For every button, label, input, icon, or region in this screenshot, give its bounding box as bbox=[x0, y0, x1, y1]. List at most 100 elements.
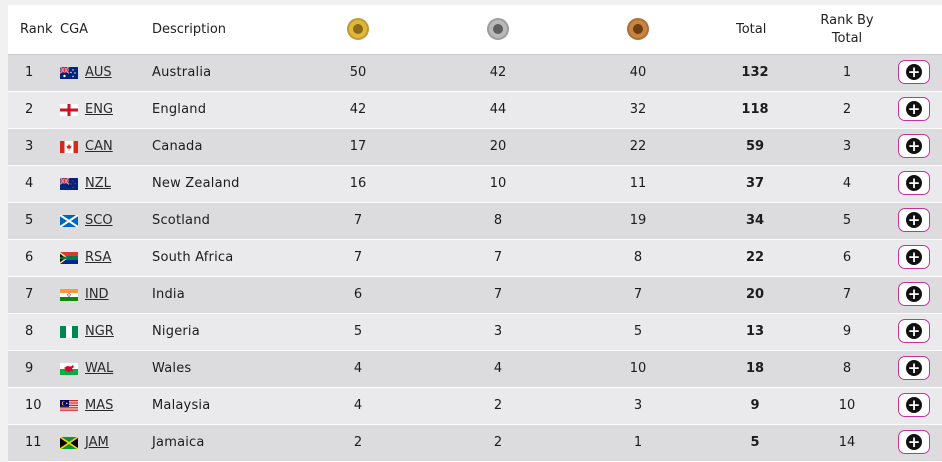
bronze-count: 22 bbox=[629, 139, 647, 154]
table-row: 1 AUS Australia 50 42 40 132 1 + bbox=[8, 55, 942, 92]
silver-count: 3 bbox=[493, 324, 503, 339]
description-cell: South Africa bbox=[152, 250, 234, 265]
south-africa-flag-icon bbox=[60, 252, 78, 264]
header-rank-by-total-line1: Rank By bbox=[820, 13, 874, 28]
expand-row-button[interactable]: + bbox=[898, 319, 930, 343]
canada-flag-icon bbox=[60, 141, 78, 153]
description-cell: England bbox=[152, 102, 207, 117]
expand-row-button[interactable]: + bbox=[898, 171, 930, 195]
description-cell: Wales bbox=[152, 361, 192, 376]
plus-circle-icon: + bbox=[906, 396, 922, 414]
cga-code-link[interactable]: MAS bbox=[85, 398, 114, 413]
gold-count: 16 bbox=[349, 176, 367, 191]
total-count: 20 bbox=[745, 287, 765, 302]
table-body: 1 AUS Australia 50 42 40 132 1 +2 ENG England 42 44 3… bbox=[8, 55, 942, 462]
header-description: Description bbox=[152, 22, 227, 37]
total-count: 118 bbox=[741, 102, 769, 117]
gold-count: 6 bbox=[353, 287, 363, 302]
gold-medal-icon bbox=[347, 18, 369, 40]
plus-circle-icon: + bbox=[906, 359, 922, 377]
cga-code-link[interactable]: AUS bbox=[85, 65, 112, 80]
bronze-count: 5 bbox=[633, 324, 643, 339]
bronze-count: 10 bbox=[629, 361, 647, 376]
rank-by-total-cell: 6 bbox=[842, 250, 852, 265]
total-count: 37 bbox=[745, 176, 765, 191]
gold-count: 5 bbox=[353, 324, 363, 339]
description-cell: Australia bbox=[152, 65, 212, 80]
plus-circle-icon: + bbox=[906, 211, 922, 229]
rank-by-total-cell: 5 bbox=[842, 213, 852, 228]
expand-row-button[interactable]: + bbox=[898, 208, 930, 232]
bronze-count: 7 bbox=[633, 287, 643, 302]
gold-count: 42 bbox=[349, 102, 367, 117]
rank-cell: 4 bbox=[25, 176, 34, 191]
rank-cell: 8 bbox=[25, 324, 34, 339]
description-cell: Jamaica bbox=[152, 435, 205, 450]
rank-cell: 6 bbox=[25, 250, 34, 265]
expand-row-button[interactable]: + bbox=[898, 97, 930, 121]
total-count: 132 bbox=[741, 65, 769, 80]
expand-row-button[interactable]: + bbox=[898, 60, 930, 84]
expand-row-button[interactable]: + bbox=[898, 134, 930, 158]
rank-by-total-cell: 2 bbox=[842, 102, 852, 117]
expand-row-button[interactable]: + bbox=[898, 245, 930, 269]
gold-count: 7 bbox=[353, 213, 363, 228]
cga-code-link[interactable]: IND bbox=[85, 287, 109, 302]
expand-row-button[interactable]: + bbox=[898, 356, 930, 380]
bronze-count: 40 bbox=[629, 65, 647, 80]
total-count: 9 bbox=[750, 398, 760, 413]
gold-count: 50 bbox=[349, 65, 367, 80]
cga-code-link[interactable]: ENG bbox=[85, 102, 114, 117]
rank-cell: 11 bbox=[25, 435, 42, 450]
table-row: 11 JAM Jamaica 2 2 1 5 14 + bbox=[8, 425, 942, 462]
table-row: 7 IND India 6 7 7 20 7 + bbox=[8, 277, 942, 314]
expand-row-button[interactable]: + bbox=[898, 282, 930, 306]
total-count: 59 bbox=[745, 139, 765, 154]
gold-count: 4 bbox=[353, 361, 363, 376]
bronze-count: 32 bbox=[629, 102, 647, 117]
plus-circle-icon: + bbox=[906, 63, 922, 81]
silver-medal-icon bbox=[487, 18, 509, 40]
table-row: 6 RSA South Africa 7 7 8 22 6 + bbox=[8, 240, 942, 277]
silver-count: 42 bbox=[489, 65, 507, 80]
silver-count: 7 bbox=[493, 287, 503, 302]
total-count: 34 bbox=[745, 213, 765, 228]
rank-cell: 5 bbox=[25, 213, 34, 228]
england-flag-icon bbox=[60, 104, 78, 116]
cga-code-link[interactable]: CAN bbox=[85, 139, 113, 154]
silver-count: 10 bbox=[489, 176, 507, 191]
table-row: 8 NGR Nigeria 5 3 5 13 9 + bbox=[8, 314, 942, 351]
description-cell: Scotland bbox=[152, 213, 211, 228]
bronze-count: 3 bbox=[633, 398, 643, 413]
expand-row-button[interactable]: + bbox=[898, 393, 930, 417]
rank-by-total-cell: 1 bbox=[842, 65, 852, 80]
silver-count: 4 bbox=[493, 361, 503, 376]
silver-count: 8 bbox=[493, 213, 503, 228]
description-cell: New Zealand bbox=[152, 176, 240, 191]
table-header: Rank CGA Description Total Rank By Total bbox=[8, 5, 942, 55]
description-cell: Canada bbox=[152, 139, 203, 154]
cga-code-link[interactable]: NGR bbox=[85, 324, 114, 339]
total-count: 18 bbox=[745, 361, 765, 376]
bronze-count: 11 bbox=[629, 176, 647, 191]
cga-code-link[interactable]: WAL bbox=[85, 361, 114, 376]
rank-cell: 7 bbox=[25, 287, 34, 302]
cga-code-link[interactable]: SCO bbox=[85, 213, 113, 228]
total-count: 5 bbox=[750, 435, 760, 450]
plus-circle-icon: + bbox=[906, 322, 922, 340]
expand-row-button[interactable]: + bbox=[898, 430, 930, 454]
total-count: 22 bbox=[745, 250, 765, 265]
description-cell: Nigeria bbox=[152, 324, 200, 339]
cga-code-link[interactable]: NZL bbox=[85, 176, 111, 191]
medal-table: Rank CGA Description Total Rank By Total… bbox=[8, 5, 942, 462]
rank-cell: 10 bbox=[25, 398, 42, 413]
plus-circle-icon: + bbox=[906, 248, 922, 266]
table-row: 3 CAN Canada 17 20 22 59 3 + bbox=[8, 129, 942, 166]
rank-by-total-cell: 10 bbox=[838, 398, 856, 413]
cga-code-link[interactable]: JAM bbox=[85, 435, 109, 450]
gold-count: 2 bbox=[353, 435, 363, 450]
header-total: Total bbox=[736, 22, 767, 37]
cga-code-link[interactable]: RSA bbox=[85, 250, 112, 265]
bronze-count: 1 bbox=[633, 435, 643, 450]
plus-circle-icon: + bbox=[906, 433, 922, 451]
